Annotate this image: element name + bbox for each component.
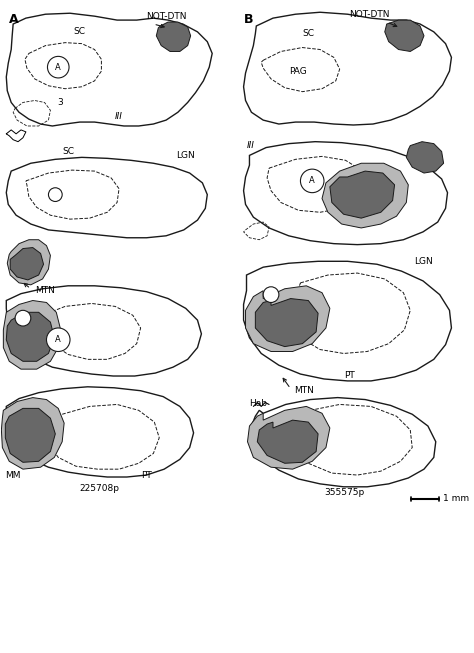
Text: SC: SC [62, 147, 74, 156]
Polygon shape [7, 240, 50, 285]
Polygon shape [6, 13, 212, 126]
Polygon shape [406, 142, 444, 173]
Text: 1 mm: 1 mm [443, 494, 469, 503]
Text: III: III [246, 141, 255, 150]
Text: NOT-DTN: NOT-DTN [349, 10, 389, 19]
Text: MTN: MTN [294, 386, 314, 395]
Text: A: A [310, 176, 315, 185]
Circle shape [46, 328, 70, 351]
Polygon shape [330, 171, 394, 218]
Polygon shape [244, 142, 447, 245]
Text: 225708p: 225708p [80, 485, 119, 493]
Polygon shape [5, 408, 55, 462]
Text: Hab: Hab [249, 399, 267, 408]
Polygon shape [3, 300, 60, 369]
Polygon shape [1, 398, 64, 469]
Text: SC: SC [302, 29, 314, 39]
Polygon shape [322, 163, 408, 228]
Text: 3: 3 [57, 98, 63, 107]
Text: A: A [55, 63, 61, 72]
Text: III: III [115, 112, 123, 121]
Circle shape [48, 188, 62, 202]
Text: A: A [9, 12, 19, 25]
Text: B: B [244, 12, 253, 25]
Circle shape [301, 169, 324, 193]
Polygon shape [385, 20, 424, 52]
Text: LGN: LGN [414, 257, 432, 266]
Text: 355575p: 355575p [324, 488, 365, 497]
Polygon shape [244, 12, 451, 125]
Text: MTN: MTN [36, 286, 55, 295]
Polygon shape [6, 157, 207, 238]
Text: NOT-DTN: NOT-DTN [146, 12, 187, 21]
Polygon shape [244, 261, 451, 381]
Polygon shape [156, 22, 191, 52]
Polygon shape [257, 420, 318, 463]
Circle shape [15, 310, 31, 326]
Text: MM: MM [5, 471, 21, 479]
Polygon shape [251, 398, 436, 487]
Polygon shape [247, 406, 330, 469]
Polygon shape [255, 298, 318, 347]
Polygon shape [10, 247, 44, 280]
Circle shape [263, 287, 279, 302]
Text: A: A [55, 335, 61, 344]
Text: LGN: LGN [176, 151, 195, 160]
Text: PT: PT [344, 370, 355, 379]
Polygon shape [6, 312, 55, 361]
Polygon shape [246, 286, 330, 351]
Text: PT: PT [141, 471, 152, 479]
Circle shape [47, 56, 69, 78]
Polygon shape [6, 387, 193, 477]
Text: PAG: PAG [290, 67, 307, 76]
Polygon shape [6, 286, 201, 376]
Text: SC: SC [74, 27, 86, 37]
